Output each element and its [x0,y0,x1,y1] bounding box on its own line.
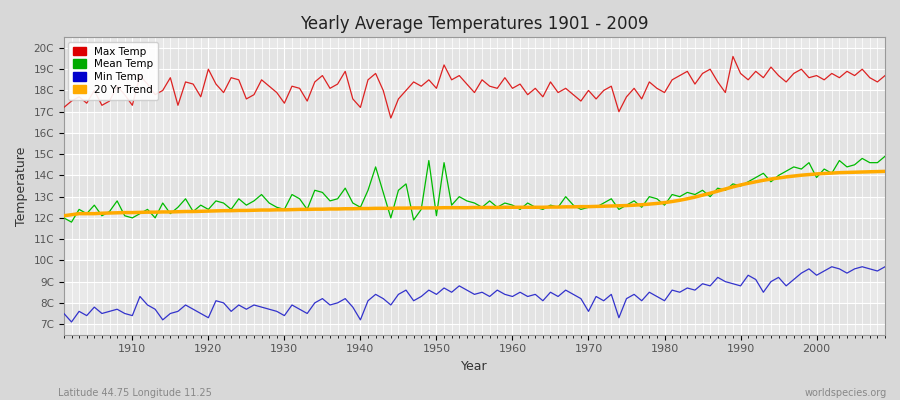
X-axis label: Year: Year [461,360,488,373]
Bar [64,260,885,282]
Bar [64,69,885,90]
Title: Yearly Average Temperatures 1901 - 2009: Yearly Average Temperatures 1901 - 2009 [301,15,649,33]
Bar [64,112,885,133]
Bar [64,303,885,324]
Bar [64,239,885,260]
Bar [64,197,885,218]
Y-axis label: Temperature: Temperature [15,146,28,226]
Bar [64,176,885,197]
Bar [64,282,885,303]
Text: worldspecies.org: worldspecies.org [805,388,886,398]
Bar [64,90,885,112]
Bar [64,133,885,154]
Legend: Max Temp, Mean Temp, Min Temp, 20 Yr Trend: Max Temp, Mean Temp, Min Temp, 20 Yr Tre… [68,42,158,100]
Bar [64,48,885,69]
Bar [64,218,885,239]
Bar [64,154,885,176]
Text: Latitude 44.75 Longitude 11.25: Latitude 44.75 Longitude 11.25 [58,388,212,398]
